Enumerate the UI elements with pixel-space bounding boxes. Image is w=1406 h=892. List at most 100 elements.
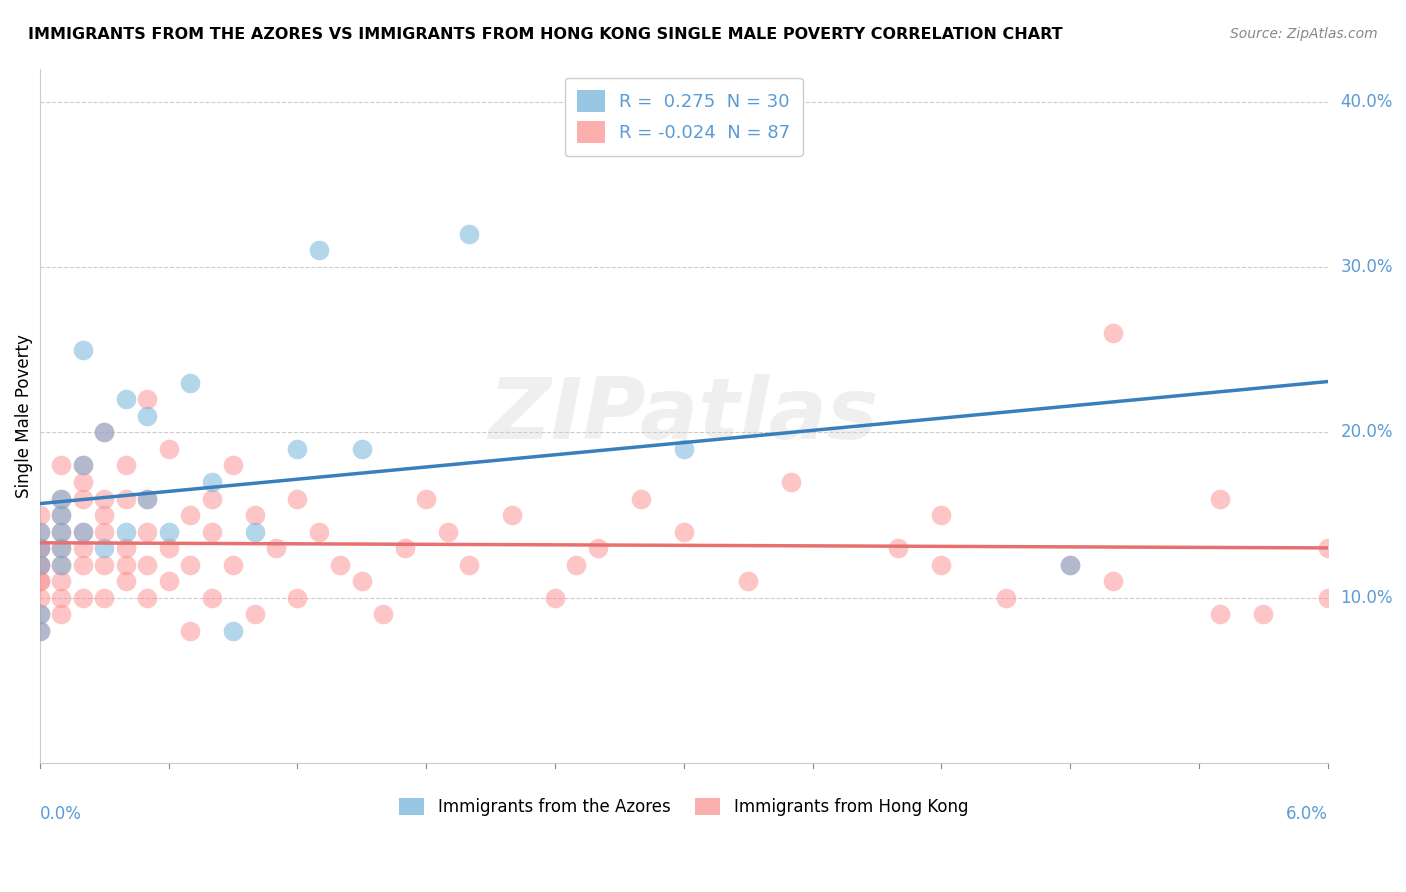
Legend: Immigrants from the Azores, Immigrants from Hong Kong: Immigrants from the Azores, Immigrants f… [391,789,977,824]
Point [179,508,201,522]
Point [28,574,51,589]
Point [72,524,94,539]
Point [308,524,330,539]
Point [887,541,910,555]
Text: Source: ZipAtlas.com: Source: ZipAtlas.com [1230,27,1378,41]
Point [28,541,51,555]
Point [157,574,180,589]
Point [157,524,180,539]
Point [72,458,94,473]
Point [586,541,609,555]
Text: IMMIGRANTS FROM THE AZORES VS IMMIGRANTS FROM HONG KONG SINGLE MALE POVERTY CORR: IMMIGRANTS FROM THE AZORES VS IMMIGRANTS… [28,27,1063,42]
Point [544,591,567,605]
Point [1059,558,1081,572]
Point [93,524,115,539]
Text: 10.0%: 10.0% [1340,589,1393,607]
Point [929,558,952,572]
Point [1102,574,1125,589]
Point [93,558,115,572]
Point [51,508,73,522]
Point [51,458,73,473]
Point [201,524,224,539]
Point [222,624,245,638]
Point [201,491,224,506]
Point [672,442,695,456]
Point [28,541,51,555]
Point [157,541,180,555]
Point [93,425,115,440]
Point [737,574,759,589]
Point [93,541,115,555]
Text: 30.0%: 30.0% [1340,258,1393,276]
Point [136,392,159,407]
Point [222,558,245,572]
Point [114,392,136,407]
Point [28,591,51,605]
Point [1316,541,1339,555]
Point [373,607,395,622]
Point [114,541,136,555]
Point [222,458,245,473]
Point [243,508,266,522]
Text: ZIPatlas: ZIPatlas [489,375,879,458]
Point [179,376,201,390]
Point [51,491,73,506]
Point [350,574,373,589]
Point [28,607,51,622]
Point [630,491,652,506]
Point [51,607,73,622]
Point [136,524,159,539]
Point [1209,607,1232,622]
Point [308,244,330,258]
Point [136,558,159,572]
Text: 20.0%: 20.0% [1340,424,1393,442]
Point [136,491,159,506]
Point [28,624,51,638]
Point [28,574,51,589]
Point [929,508,952,522]
Text: 0.0%: 0.0% [39,805,82,822]
Point [565,558,588,572]
Y-axis label: Single Male Poverty: Single Male Poverty [15,334,32,498]
Point [51,541,73,555]
Point [415,491,437,506]
Point [157,442,180,456]
Point [1102,326,1125,340]
Point [93,491,115,506]
Point [28,541,51,555]
Point [201,591,224,605]
Point [28,508,51,522]
Point [264,541,287,555]
Point [51,558,73,572]
Text: 6.0%: 6.0% [1285,805,1327,822]
Point [501,508,523,522]
Point [51,558,73,572]
Point [179,558,201,572]
Point [51,524,73,539]
Point [93,591,115,605]
Point [243,607,266,622]
Point [72,524,94,539]
Point [72,458,94,473]
Point [51,491,73,506]
Point [136,591,159,605]
Point [93,425,115,440]
Point [114,574,136,589]
Point [436,524,458,539]
Point [136,491,159,506]
Text: 40.0%: 40.0% [1340,93,1393,111]
Point [458,227,481,241]
Point [51,574,73,589]
Point [72,558,94,572]
Point [72,475,94,489]
Point [28,558,51,572]
Point [114,491,136,506]
Point [179,624,201,638]
Point [287,591,309,605]
Point [28,558,51,572]
Point [93,508,115,522]
Point [458,558,481,572]
Point [51,508,73,522]
Point [28,558,51,572]
Point [28,624,51,638]
